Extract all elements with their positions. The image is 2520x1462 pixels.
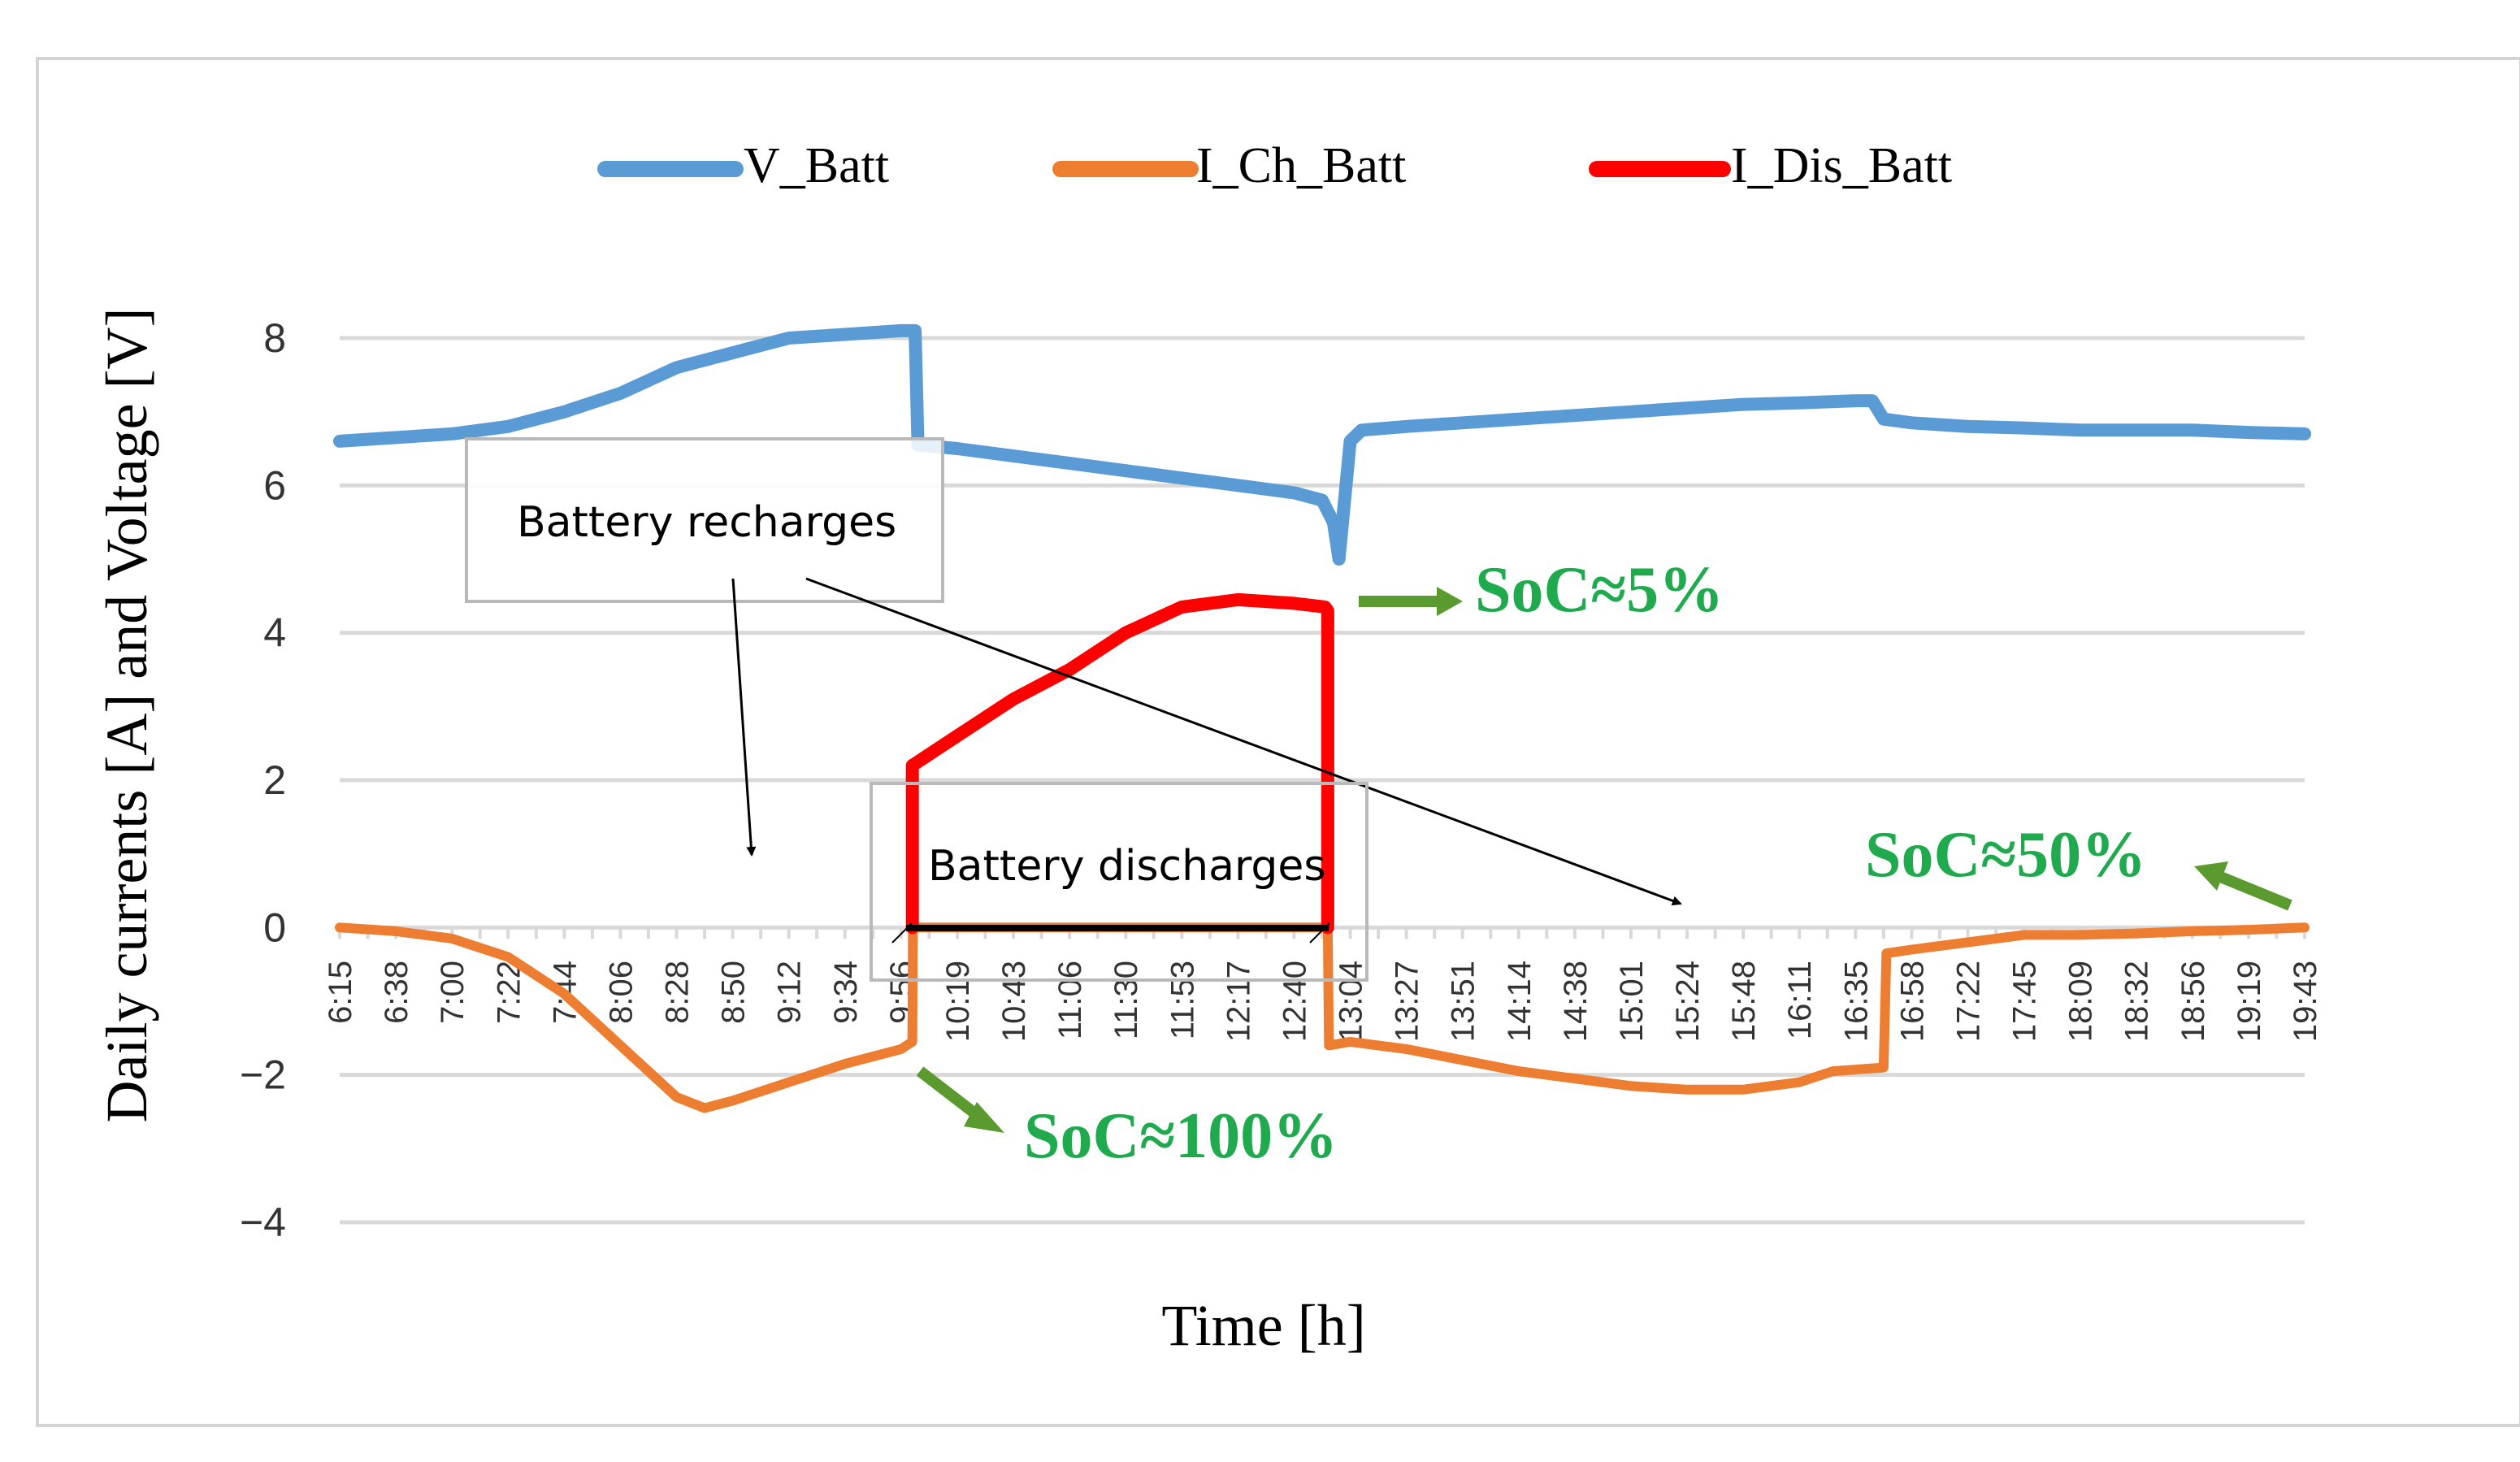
callout-box-discharges: [870, 782, 1368, 982]
x-tick-label: 12:40: [1277, 961, 1312, 1042]
x-tick-label: 10:19: [940, 961, 976, 1042]
y-tick-label: 6: [263, 462, 286, 508]
x-tick-label: 15:01: [1614, 961, 1650, 1042]
y-tick-label: 4: [263, 610, 286, 656]
x-tick-label: 13:04: [1334, 961, 1369, 1042]
legend-item-v-batt: V_Batt: [597, 138, 889, 193]
x-tick-label: 11:30: [1108, 961, 1144, 1039]
x-tick-label: 8:28: [660, 961, 696, 1024]
chart-frame: [36, 57, 2520, 1427]
soc-annotation-50: SoC≈50%: [1865, 819, 2292, 911]
x-tick-label: 11:06: [1052, 961, 1088, 1039]
x-axis-label: Time [h]: [1161, 1293, 1365, 1358]
legend-label-v-batt: V_Batt: [744, 138, 889, 193]
x-tick-label: 9:34: [828, 961, 864, 1024]
callout-box-recharges: [465, 437, 944, 603]
soc-100-arrow-head: [964, 1102, 1004, 1133]
x-tick-label: 9:12: [772, 961, 808, 1024]
x-tick-labels: 6:15 6:38 7:00 7:22 7:44 8:06 8:28 8:50 9:12 9:34…: [323, 961, 2323, 1042]
soc-annotation-100: SoC≈100%: [916, 1066, 1338, 1172]
x-tick-label: 19:43: [2288, 961, 2323, 1042]
x-tick-label: 11:53: [1165, 961, 1200, 1039]
y-tick-label: 2: [263, 757, 286, 803]
series-line-v-batt: [333, 323, 2311, 566]
legend-label-i-dis-batt: I_Dis_Batt: [1731, 138, 1952, 193]
x-tick-label: 6:15: [323, 961, 358, 1024]
series-line-i-ch-batt: [335, 922, 2310, 1113]
x-tick-label: 15:48: [1726, 961, 1762, 1042]
x-tick-label: 18:09: [2063, 961, 2099, 1042]
callout-battery-recharges: Battery recharges: [465, 437, 944, 603]
series-lines: [333, 323, 2311, 1113]
x-tick-label: 8:50: [716, 961, 752, 1024]
x-tick-label: 16:58: [1894, 961, 1930, 1042]
soc-annotation-5: SoC≈5%: [1359, 554, 1724, 626]
recharge-arrow-right: [805, 577, 1682, 906]
y-tick-label: 0: [263, 905, 286, 950]
soc-50-arrow-head: [2194, 861, 2228, 891]
x-tick-label: 13:27: [1390, 961, 1425, 1042]
legend-item-i-ch-batt: I_Ch_Batt: [1052, 138, 1406, 193]
x-tick-label: 17:45: [2007, 961, 2043, 1042]
x-tick-label: 6:38: [379, 961, 414, 1024]
x-tick-label: 17:22: [1950, 961, 1986, 1042]
recharge-arrow-down: [731, 578, 757, 857]
x-tick-label: 8:06: [603, 961, 639, 1024]
soc-5-label: SoC≈5%: [1475, 554, 1724, 626]
callout-text-recharges: Battery recharges: [517, 498, 896, 547]
x-tick-label: 7:00: [435, 961, 471, 1024]
legend: V_Batt I_Ch_Batt I_Dis_Batt: [597, 138, 1952, 193]
x-tick-label: 10:43: [996, 961, 1032, 1042]
soc-50-label: SoC≈50%: [1865, 819, 2146, 891]
x-tick-label: 18:56: [2175, 961, 2211, 1042]
x-tick-label: 14:38: [1558, 961, 1594, 1042]
soc-50-arrow-shaft: [2216, 870, 2292, 911]
callout-battery-discharges: Battery discharges: [870, 782, 1368, 982]
x-tick-label: 16:35: [1838, 961, 1874, 1042]
x-tick-label: 16:11: [1782, 961, 1818, 1039]
legend-item-i-dis-batt: I_Dis_Batt: [1589, 138, 1952, 193]
y-tick-labels: 8 6 4 2 0 −2 −4: [240, 315, 286, 1245]
y-tick-label: −2: [240, 1052, 286, 1098]
y-tick-label: 8: [263, 315, 286, 361]
x-tick-label: 15:24: [1670, 961, 1706, 1042]
y-tick-label: −4: [240, 1200, 286, 1245]
soc-100-label: SoC≈100%: [1024, 1100, 1338, 1172]
x-tick-label: 12:17: [1221, 961, 1256, 1042]
x-tick-label: 14:14: [1502, 961, 1538, 1042]
legend-label-i-ch-batt: I_Ch_Batt: [1196, 138, 1406, 193]
x-tick-label: 19:19: [2232, 961, 2267, 1042]
soc-5-arrow-head: [1437, 587, 1463, 616]
bracket-tick-right: [1309, 922, 1330, 944]
x-tick-label: 13:51: [1446, 961, 1481, 1042]
callout-text-discharges: Battery discharges: [928, 842, 1326, 891]
x-tick-label: 18:32: [2119, 961, 2155, 1042]
series-line-i-dis-batt: [905, 592, 1334, 935]
bracket-tick-left: [891, 922, 913, 944]
y-axis-label: Daily currents [A] and Voltage [V]: [94, 307, 159, 1122]
